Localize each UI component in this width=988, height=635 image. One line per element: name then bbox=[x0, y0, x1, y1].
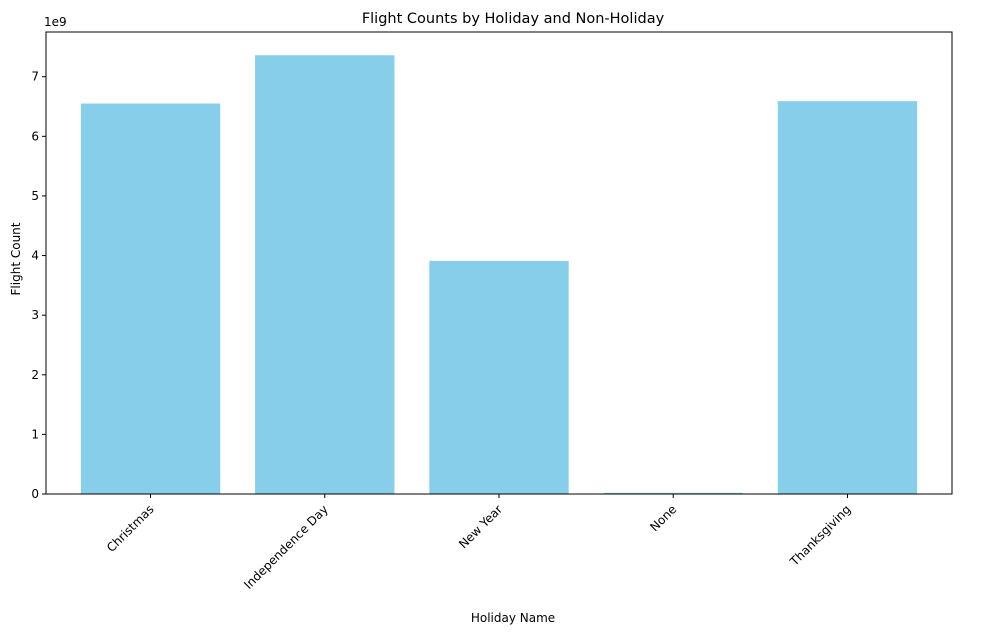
y-tick-label-2: 2 bbox=[31, 368, 39, 382]
y-tick-label-7: 7 bbox=[31, 70, 39, 84]
x-axis-label: Holiday Name bbox=[471, 611, 555, 625]
y-offset-label: 1e9 bbox=[44, 15, 67, 29]
chart-title: Flight Counts by Holiday and Non-Holiday bbox=[362, 11, 665, 27]
y-tick-label-0: 0 bbox=[31, 487, 39, 501]
y-tick-label-6: 6 bbox=[31, 129, 39, 143]
y-tick-label-5: 5 bbox=[31, 189, 39, 203]
y-tick-label-4: 4 bbox=[31, 249, 39, 263]
bar-christmas bbox=[80, 103, 221, 494]
bar-new-year bbox=[429, 260, 569, 494]
y-axis-ticks: 0 1 2 3 4 5 6 7 bbox=[31, 70, 46, 501]
y-tick-label-1: 1 bbox=[31, 427, 39, 441]
plot-frame bbox=[45, 31, 953, 495]
y-tick-label-3: 3 bbox=[31, 308, 39, 322]
bar-thanksgiving bbox=[777, 101, 918, 494]
y-axis-label: Flight Count bbox=[9, 222, 23, 295]
bars-group bbox=[80, 55, 918, 495]
bar-independence-day bbox=[255, 55, 395, 495]
bar-none bbox=[603, 492, 743, 494]
